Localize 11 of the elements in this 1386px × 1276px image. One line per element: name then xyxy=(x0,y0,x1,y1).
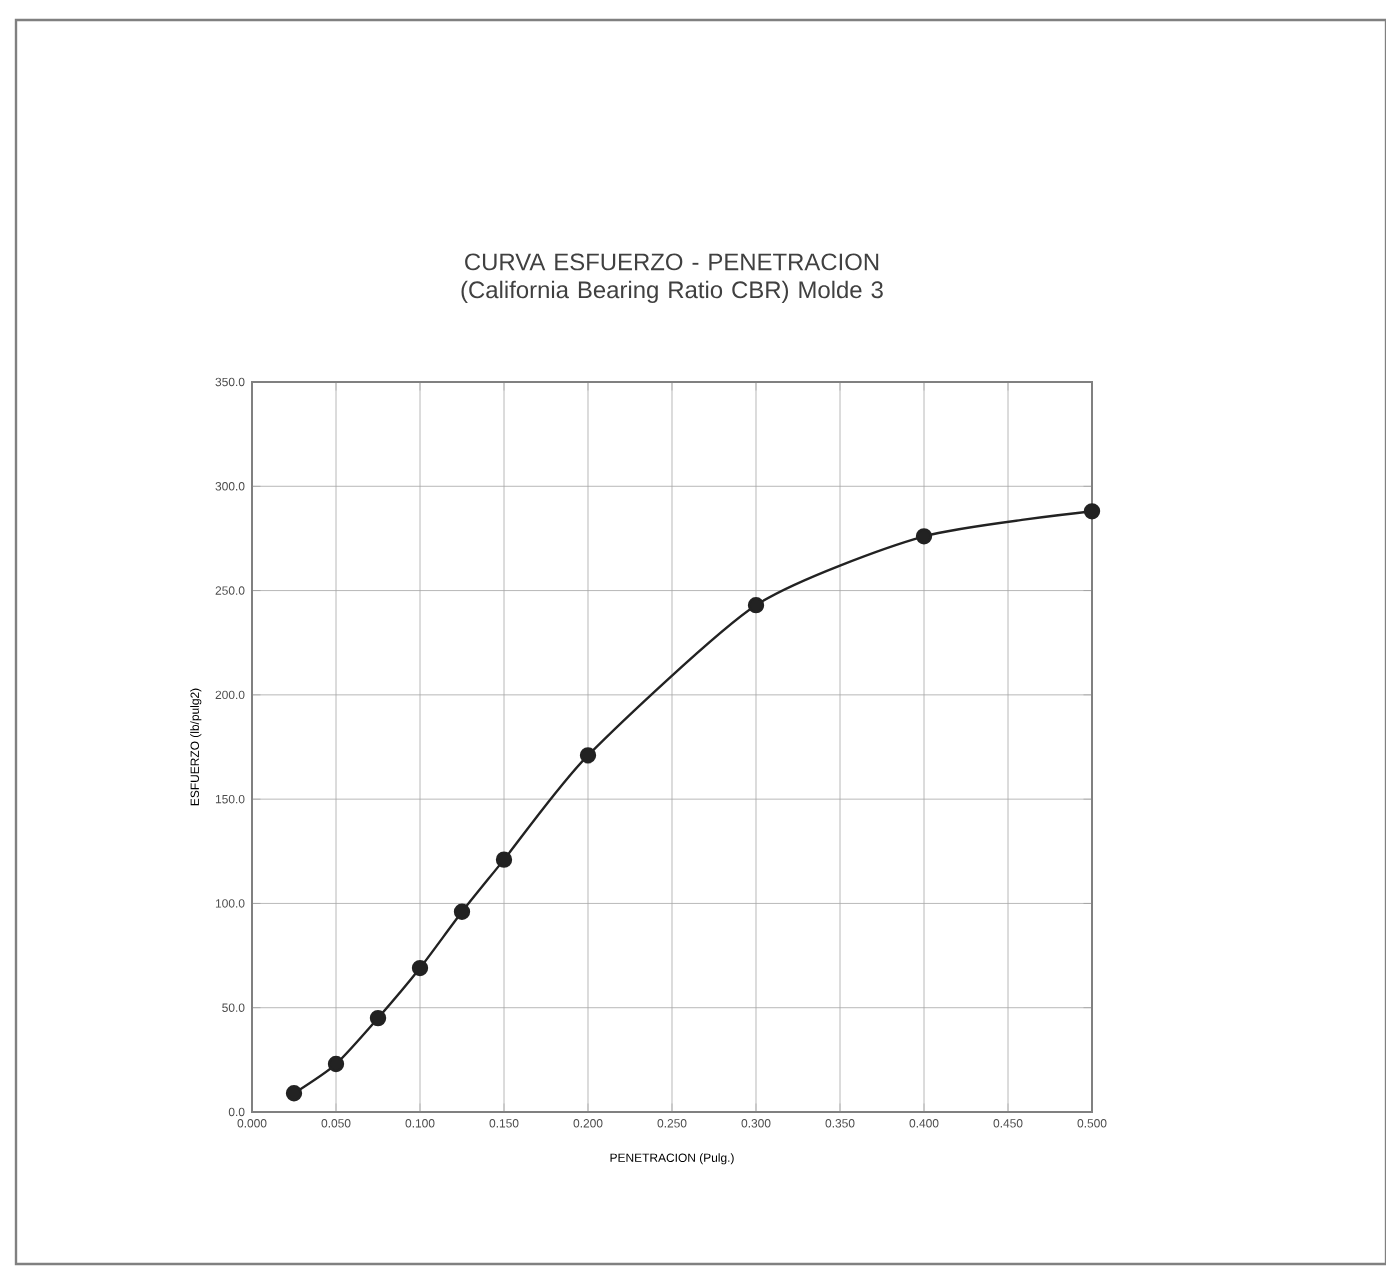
chart-title: CURVA ESFUERZO - PENETRACION (California Bearing Ratio CBR) Molde 3 xyxy=(461,253,883,304)
point xyxy=(747,597,765,614)
point xyxy=(915,528,933,545)
point xyxy=(411,959,429,977)
point xyxy=(579,747,597,764)
point xyxy=(495,851,513,868)
point xyxy=(327,1055,345,1073)
point xyxy=(1083,503,1101,520)
point xyxy=(453,903,471,920)
point xyxy=(369,1009,387,1027)
point xyxy=(285,1085,303,1102)
